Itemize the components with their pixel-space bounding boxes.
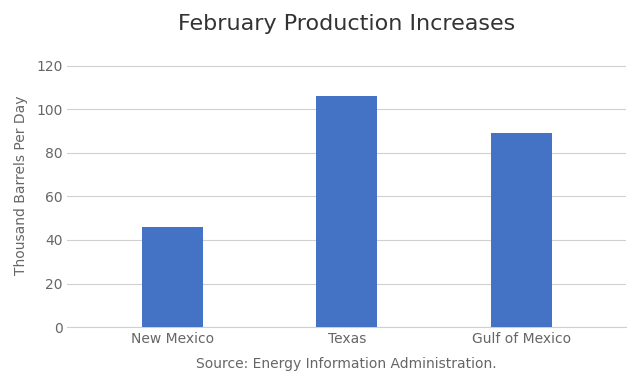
Y-axis label: Thousand Barrels Per Day: Thousand Barrels Per Day — [14, 96, 28, 275]
Bar — [141, 227, 203, 327]
X-axis label: Source: Energy Information Administration.: Source: Energy Information Administratio… — [196, 357, 497, 371]
Bar — [491, 133, 552, 327]
Title: February Production Increases: February Production Increases — [178, 14, 515, 34]
Bar — [316, 96, 378, 327]
